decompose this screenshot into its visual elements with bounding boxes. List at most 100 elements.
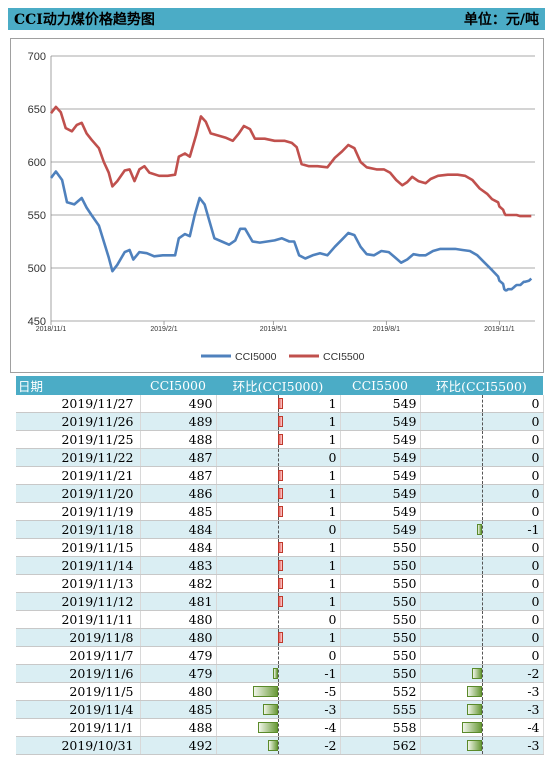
cell-date: 2019/11/13	[16, 574, 141, 593]
legend-label-cci5500: CCI5500	[323, 351, 365, 363]
change-value: -3	[527, 702, 540, 717]
zero-axis	[278, 647, 279, 664]
cell-diff5500: 0	[420, 574, 544, 593]
cell-diff5500: 0	[420, 484, 544, 503]
cell-diff5000: -3	[216, 700, 341, 719]
cell-diff5000: 1	[216, 574, 341, 593]
cell-diff5500: -2	[420, 664, 544, 683]
zero-axis	[278, 701, 279, 718]
change-value: 0	[328, 522, 337, 537]
table-row: 2019/11/1 488 -4 558 -4	[16, 718, 544, 737]
cell-cci5000: 483	[140, 556, 217, 575]
zero-axis	[481, 665, 483, 682]
header-date[interactable]: 日期	[16, 376, 140, 395]
change-bar-down	[476, 524, 482, 535]
cell-diff5000: -4	[216, 718, 341, 737]
cell-cci5500: 550	[340, 646, 421, 665]
zero-axis	[481, 611, 483, 628]
cell-cci5000: 492	[140, 736, 217, 755]
cell-diff5500: 0	[420, 448, 544, 467]
cell-cci5000: 489	[140, 412, 217, 431]
change-bar-down	[471, 668, 482, 679]
cell-cci5500: 550	[340, 610, 421, 629]
cell-date: 2019/11/14	[16, 556, 141, 575]
change-value: -2	[324, 738, 337, 753]
cell-cci5500: 550	[340, 664, 421, 683]
table-header-row: 日期 CCI5000 环比(CCI5000) CCI5500 环比(CCI550…	[16, 376, 543, 395]
x-tick-label: 2019/8/1	[373, 326, 400, 333]
change-value: 0	[328, 450, 337, 465]
change-value: 0	[531, 594, 540, 609]
cell-diff5500: -1	[420, 520, 544, 539]
line-chart-panel: 450 500 550 600 650 700 2018/11/1 2019/2/1 2019/…	[10, 38, 544, 373]
change-value: 0	[531, 486, 540, 501]
change-bar-up	[278, 416, 283, 427]
change-value: 0	[531, 414, 540, 429]
zero-axis	[278, 611, 279, 628]
cell-diff5500: 0	[420, 628, 544, 647]
table-row: 2019/11/14 483 1 550 0	[16, 556, 544, 575]
cell-date: 2019/11/11	[16, 610, 141, 629]
x-tick-label: 2019/5/1	[260, 326, 287, 333]
table-row: 2019/11/12 481 1 550 0	[16, 592, 544, 611]
zero-axis	[481, 503, 483, 520]
zero-axis	[278, 719, 279, 736]
cell-cci5000: 484	[140, 538, 217, 557]
cell-diff5000: 0	[216, 610, 341, 629]
y-tick-label: 550	[28, 210, 46, 222]
table-row: 2019/11/21 487 1 549 0	[16, 466, 544, 485]
cell-cci5500: 550	[340, 556, 421, 575]
header-diff5500[interactable]: 环比(CCI5500)	[420, 376, 543, 395]
change-bar-down	[268, 740, 278, 751]
change-value: 0	[531, 648, 540, 663]
zero-axis	[481, 575, 483, 592]
cell-cci5500: 552	[340, 682, 421, 701]
x-tick-label: 2018/11/1	[36, 326, 67, 333]
change-value: 0	[531, 630, 540, 645]
change-bar-up	[278, 560, 283, 571]
cell-cci5500: 549	[340, 484, 421, 503]
header-cci5000[interactable]: CCI5000	[140, 376, 216, 395]
table-row: 2019/11/4 485 -3 555 -3	[16, 700, 544, 719]
cell-diff5500: 0	[420, 646, 544, 665]
cell-cci5500: 555	[340, 700, 421, 719]
cell-date: 2019/11/26	[16, 412, 141, 431]
zero-axis	[278, 683, 279, 700]
cell-diff5500: -3	[420, 736, 544, 755]
cell-cci5500: 550	[340, 592, 421, 611]
change-bar-up	[278, 488, 283, 499]
y-tick-label: 650	[28, 104, 46, 116]
change-bar-down	[273, 668, 278, 679]
cell-cci5000: 481	[140, 592, 217, 611]
cell-date: 2019/11/8	[16, 628, 141, 647]
cell-date: 2019/11/21	[16, 466, 141, 485]
cell-cci5000: 487	[140, 466, 217, 485]
cell-diff5000: 1	[216, 430, 341, 449]
cell-cci5500: 550	[340, 538, 421, 557]
change-bar-down	[263, 704, 278, 715]
cell-diff5000: 1	[216, 556, 341, 575]
y-tick-label: 600	[28, 157, 46, 169]
change-bar-down	[258, 722, 278, 733]
table-row: 2019/11/22 487 0 549 0	[16, 448, 544, 467]
cell-date: 2019/11/6	[16, 664, 141, 683]
cell-diff5500: 0	[420, 502, 544, 521]
cell-date: 2019/11/20	[16, 484, 141, 503]
cell-cci5500: 549	[340, 466, 421, 485]
header-diff5000[interactable]: 环比(CCI5000)	[216, 376, 340, 395]
cell-diff5000: 1	[216, 592, 341, 611]
change-value: 1	[328, 414, 337, 429]
cell-date: 2019/11/19	[16, 502, 141, 521]
table-row: 2019/11/6 479 -1 550 -2	[16, 664, 544, 683]
cell-diff5000: 0	[216, 520, 341, 539]
cell-cci5000: 490	[140, 395, 217, 413]
cell-diff5500: -3	[420, 682, 544, 701]
cell-cci5000: 488	[140, 718, 217, 737]
zero-axis	[481, 593, 483, 610]
cell-diff5000: 0	[216, 646, 341, 665]
header-cci5500[interactable]: CCI5500	[340, 376, 420, 395]
change-value: 0	[531, 576, 540, 591]
zero-axis	[481, 647, 483, 664]
change-bar-up	[278, 506, 283, 517]
zero-axis	[278, 737, 279, 754]
